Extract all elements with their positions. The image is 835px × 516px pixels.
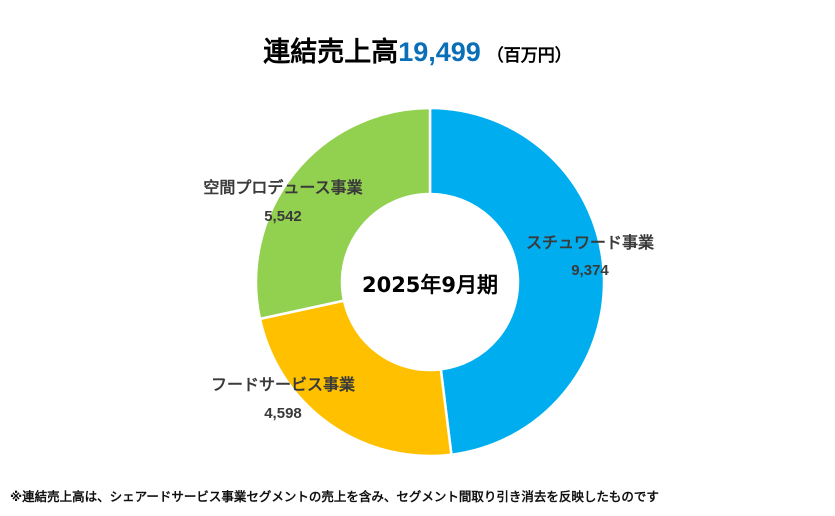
donut-slices [254, 106, 606, 458]
chart-title: 連結売上高19,499 （百万円） [0, 30, 835, 69]
slice-name-label-1: スチュワード事業 [526, 233, 655, 252]
chart-title-unit: （百万円） [486, 46, 572, 66]
chart-title-value: 19,499 [398, 37, 481, 67]
donut-slice-2 [258, 299, 453, 458]
slice-value-label-3: 5,542 [264, 208, 302, 225]
donut-slice-1 [428, 106, 606, 457]
donut-center-label: 2025年9月期 [362, 273, 498, 297]
chart-title-text: 連結売上高 [263, 37, 399, 68]
footnote: ※連結売上高は、シェアードサービス事業セグメントの売上を含み、セグメント間取り引… [10, 489, 659, 504]
slice-labels: スチュワード事業 9,374 フードサービス事業 4,598 空間プロデュース事業 5,5… [203, 178, 655, 422]
slice-value-label-1: 9,374 [571, 262, 609, 279]
slice-name-label-3: 空間プロデュース事業 [203, 178, 363, 197]
slice-value-label-2: 4,598 [264, 405, 302, 422]
donut-slice-3 [254, 106, 432, 321]
slice-name-label-2: フードサービス事業 [211, 375, 356, 394]
